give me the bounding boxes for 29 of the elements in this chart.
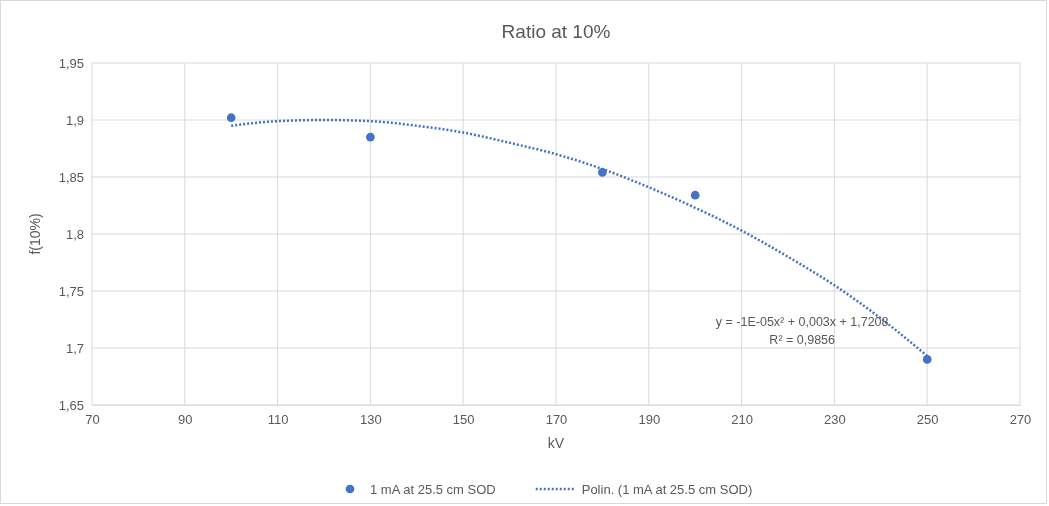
x-tick-label: 230 <box>824 412 846 428</box>
x-tick-label: 130 <box>360 412 382 428</box>
legend-label: Polin. (1 mA at 25.5 cm SOD) <box>581 482 753 497</box>
x-tick-label: 210 <box>731 412 753 428</box>
x-tick-label: 90 <box>178 412 193 428</box>
point <box>690 190 700 200</box>
x-tick-label: 110 <box>267 412 289 428</box>
x-tick-label: 150 <box>452 412 475 428</box>
legend-label: 1 mA at 25.5 cm SOD <box>370 482 496 497</box>
annotation: y = -1E-05x² + 0,003x + 1,7208 <box>715 314 889 329</box>
y-tick-label: 1,7 <box>65 340 84 356</box>
x-tick-label: 70 <box>85 412 100 428</box>
x-axis-title: kV <box>547 435 565 451</box>
y-tick-label: 1,85 <box>58 169 84 185</box>
y-tick-label: 1,95 <box>58 55 84 71</box>
chart-title: Ratio at 10% <box>501 21 611 42</box>
y-tick-label: 1,65 <box>58 397 84 413</box>
x-tick-label: 250 <box>916 412 939 428</box>
point <box>226 113 236 123</box>
point <box>366 132 375 142</box>
x-tick-label: 190 <box>638 412 661 428</box>
y-tick-label: 1,8 <box>65 226 84 242</box>
point <box>922 355 932 364</box>
x-tick-label: 170 <box>545 412 568 428</box>
y-tick-label: 1,9 <box>65 112 84 128</box>
y-axis-title: f(10%) <box>27 213 43 255</box>
x-tick-label: 270 <box>1009 412 1032 428</box>
y-tick-label: 1,75 <box>58 283 84 299</box>
annotation: R² = 0,9856 <box>769 332 836 347</box>
